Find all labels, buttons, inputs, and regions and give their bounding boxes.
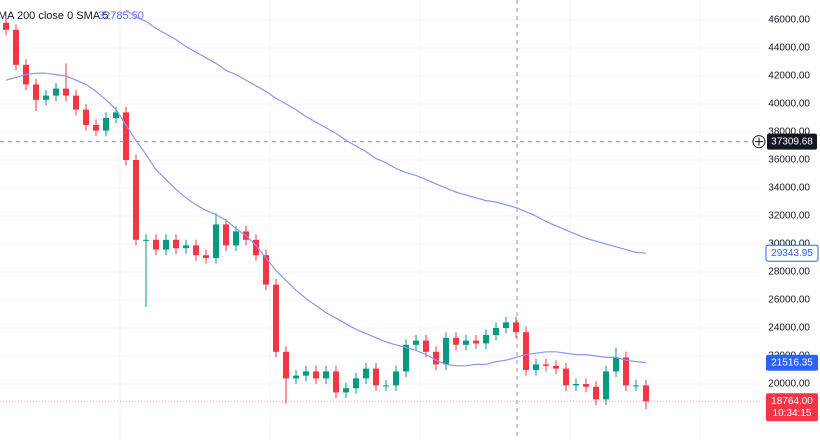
candle-body — [633, 385, 639, 387]
ma50-last: 21516.35 — [771, 357, 813, 368]
y-tick-label: 42000.00 — [768, 71, 810, 82]
candle-body — [513, 322, 519, 333]
y-tick-label: 28000.00 — [768, 267, 810, 278]
candle-body — [13, 29, 19, 65]
candle-body — [583, 384, 589, 387]
candle-body — [253, 239, 259, 256]
candle-body — [173, 239, 179, 249]
candle-body — [483, 335, 489, 344]
candle-body — [213, 224, 219, 259]
candle-body — [373, 368, 379, 386]
y-tick-label: 36000.00 — [768, 155, 810, 166]
candle-body — [523, 332, 529, 371]
candle-body — [333, 371, 339, 393]
candle-body — [143, 239, 149, 241]
last-price: 18764.00 — [771, 396, 813, 407]
candle-body — [573, 384, 579, 386]
candle-body — [603, 371, 609, 400]
candle-body — [563, 368, 569, 386]
candle-body — [463, 340, 469, 345]
candle-body — [343, 388, 349, 393]
ma50-badge — [766, 354, 818, 371]
candle-body — [423, 340, 429, 352]
ma-line — [125, 9, 647, 254]
candle-body — [43, 95, 49, 100]
ma200-last: 29343.95 — [771, 248, 813, 259]
candle-body — [123, 112, 129, 161]
legend-value: 32785.50 — [98, 10, 144, 22]
candle-body — [193, 245, 199, 256]
candle-body — [543, 364, 549, 366]
y-tick-label: 32000.00 — [768, 211, 810, 222]
candle-body — [303, 371, 309, 376]
ma-line — [5, 72, 647, 367]
candle-body — [353, 378, 359, 389]
candle-body — [53, 88, 59, 96]
candle-body — [623, 357, 629, 386]
candle-body — [323, 371, 329, 379]
candle-body — [293, 375, 299, 379]
candle-body — [113, 112, 119, 119]
legend-text: MA 200 close 0 SMA 5 — [0, 10, 109, 22]
y-tick-label: 24000.00 — [768, 323, 810, 334]
candle-body — [403, 344, 409, 372]
candle-body — [503, 322, 509, 329]
crosshair-price: 37309.68 — [771, 136, 813, 147]
candle-body — [473, 340, 479, 344]
candle-body — [393, 371, 399, 386]
candle-body — [3, 22, 9, 30]
candle-body — [643, 385, 649, 402]
candle-body — [533, 364, 539, 371]
candle-body — [103, 118, 109, 131]
y-tick-label: 20000.00 — [768, 379, 810, 390]
candle-body — [313, 371, 319, 379]
candle-body — [553, 365, 559, 369]
candle-body — [153, 239, 159, 250]
countdown: 10:34:15 — [773, 408, 812, 419]
candle-body — [593, 386, 599, 400]
candle-body — [283, 351, 289, 379]
candle-body — [33, 84, 39, 100]
last-price-badge — [766, 393, 818, 422]
candle-body — [443, 337, 449, 365]
candle-body — [93, 125, 99, 131]
candle-body — [73, 95, 79, 110]
candle-body — [363, 368, 369, 379]
candle-body — [613, 357, 619, 372]
candle-body — [263, 255, 269, 285]
crosshair-add-plus — [755, 137, 763, 146]
candle-body — [133, 160, 139, 240]
y-tick-label: 38000.00 — [768, 127, 810, 138]
candle-body — [83, 109, 89, 126]
candle-body — [233, 231, 239, 246]
y-tick-label: 44000.00 — [768, 43, 810, 54]
y-tick-label: 46000.00 — [768, 15, 810, 26]
candle-body — [273, 284, 279, 352]
y-tick-label: 40000.00 — [768, 99, 810, 110]
candle-body — [413, 340, 419, 345]
candle-body — [183, 245, 189, 249]
grid — [0, 0, 760, 440]
candle-body — [223, 224, 229, 246]
y-tick-label: 30000.00 — [768, 239, 810, 250]
candle-body — [163, 239, 169, 250]
candle-body — [493, 328, 499, 336]
candle-body — [433, 351, 439, 365]
crosshair-badge — [767, 133, 817, 150]
candle-body — [453, 337, 459, 345]
ma200-badge — [765, 244, 819, 262]
y-tick-label: 26000.00 — [768, 295, 810, 306]
candle-body — [63, 88, 69, 96]
y-tick-label: 34000.00 — [768, 183, 810, 194]
candle-body — [383, 385, 389, 387]
candle-body — [203, 255, 209, 259]
